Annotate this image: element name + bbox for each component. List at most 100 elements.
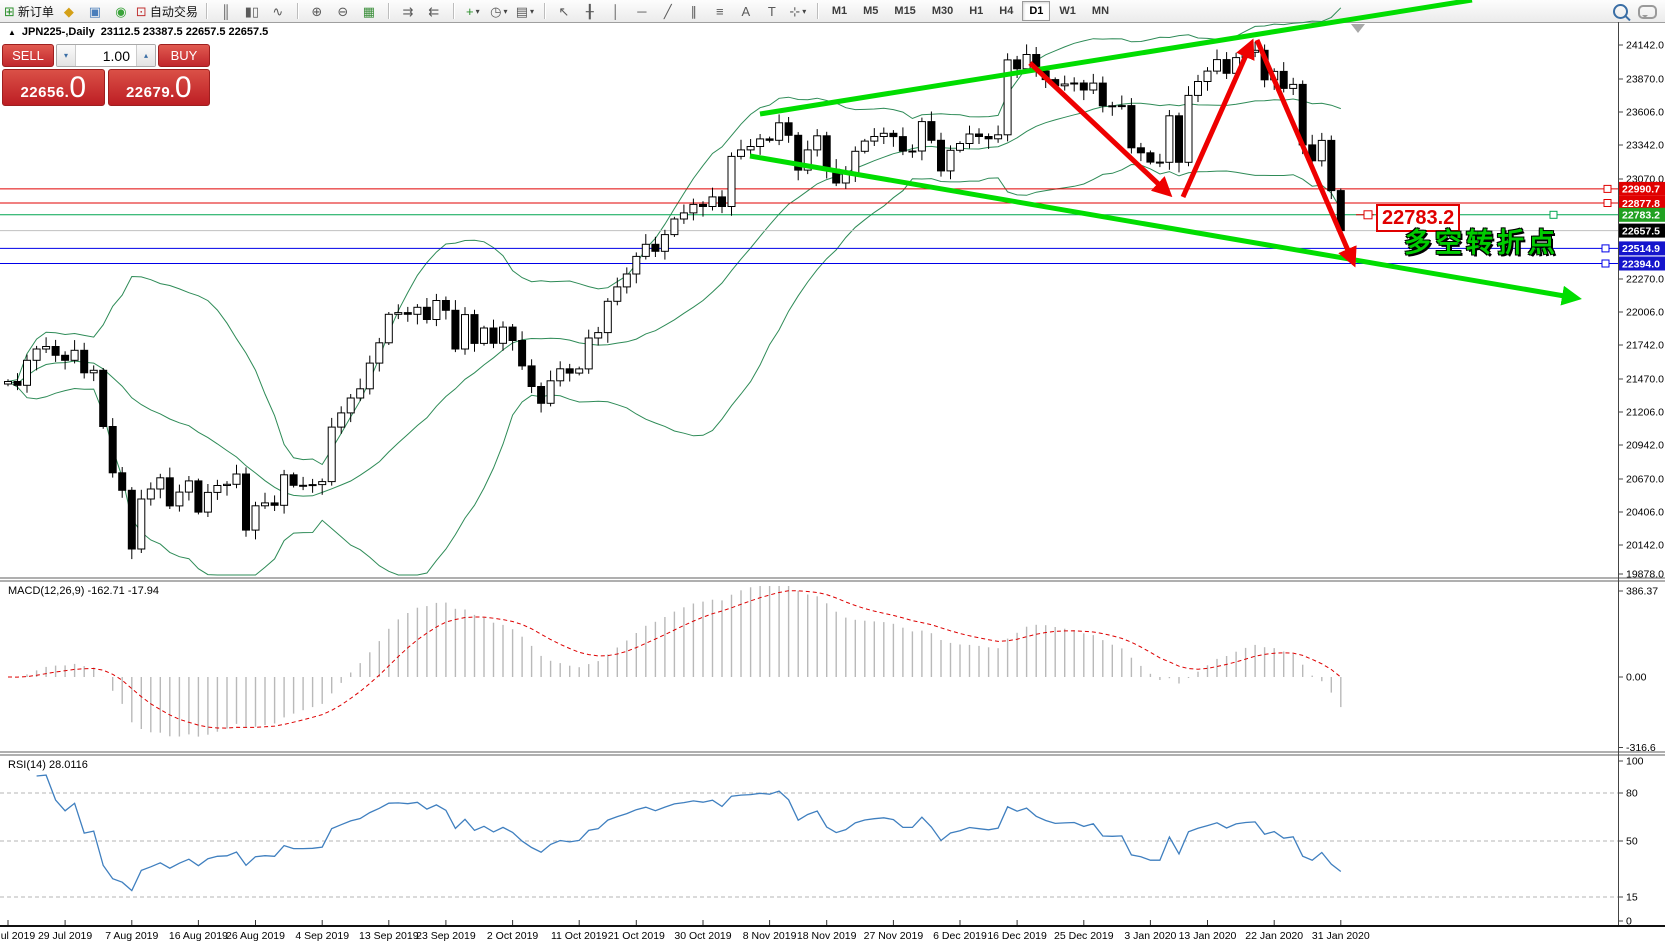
timeframe-button-m15[interactable]: M15 [894, 5, 916, 17]
line-chart-icon[interactable]: ∿ [265, 1, 291, 21]
one-click-trading-panel: SELL ▾ 1.00 ▴ BUY 22656. 0 22679. 0 [2, 44, 210, 106]
buy-button[interactable]: BUY [158, 44, 210, 67]
price-line-axis-text: 22877.8 [1622, 198, 1660, 210]
date-label: 7 Aug 2019 [105, 930, 158, 942]
candle-body-bull [632, 255, 641, 275]
timeframe-button-h4[interactable]: H4 [999, 5, 1014, 17]
volume-increase-button[interactable]: ▴ [136, 45, 155, 66]
timeframe-button-m5[interactable]: M5 [863, 5, 879, 17]
vertical-line-button-glyph: │ [611, 3, 620, 19]
zigzag-arrow-segment[interactable] [1254, 39, 1357, 268]
trendline-rising[interactable] [759, 0, 1473, 117]
crosshair-button-glyph: ╂ [585, 3, 594, 19]
price-line-axis-text: 22514.9 [1622, 243, 1660, 255]
timeframe-button-w1[interactable]: W1 [1059, 5, 1076, 17]
zigzag-arrow-segment[interactable] [1028, 61, 1173, 198]
date-label: 31 Jan 2020 [1312, 930, 1370, 942]
candle-body-bull [860, 140, 869, 152]
candle-body-bull [499, 326, 507, 344]
date-label: 21 Oct 2019 [608, 930, 665, 942]
periods-button[interactable]: ◷ ▾ [486, 1, 512, 21]
candle-body-bull [280, 474, 289, 506]
price-tag-label[interactable]: 22783.2 [1376, 204, 1461, 232]
hline-handle[interactable] [1601, 259, 1610, 268]
periods-button-dropdown-icon[interactable]: ▾ [503, 6, 508, 16]
signals-icon[interactable]: ◉ [108, 1, 134, 21]
horizontal-line-button[interactable]: ─ [629, 1, 655, 21]
chart-header: ▲ JPN225-,Daily 23112.5 23387.5 22657.5 … [8, 26, 268, 38]
candle-body-bear [794, 134, 803, 171]
date-label: 23 Sep 2019 [416, 930, 476, 942]
cursor-button-glyph: ↖ [558, 3, 570, 19]
candle-body-bear [822, 135, 831, 170]
arrows-button[interactable]: ⊹ ▾ [785, 1, 811, 21]
new-order-button[interactable]: ⊞ 新订单 [2, 1, 56, 21]
candlestick-chart-icon[interactable]: ▮▯ [239, 1, 265, 21]
toolbar-separator [387, 3, 389, 19]
candle-body-bear [699, 203, 707, 207]
equidistant-channel-button[interactable]: ∥ [681, 1, 707, 21]
vertical-line-button[interactable]: │ [603, 1, 629, 21]
timeframe-button-d1[interactable]: D1 [1022, 1, 1051, 21]
hline-handle[interactable] [1603, 184, 1612, 193]
price-tick-label: 21742.0 [1626, 340, 1664, 352]
crosshair-button[interactable]: ╂ [577, 1, 603, 21]
volume-input[interactable]: 1.00 [102, 48, 130, 64]
candle-body-bull [689, 203, 698, 214]
timeframe-button-m30[interactable]: M30 [931, 5, 954, 17]
price-tick-label: 23870.0 [1626, 74, 1664, 86]
text-button[interactable]: A [733, 1, 759, 21]
candle-body-bear [718, 196, 726, 207]
arrows-button-dropdown-icon[interactable]: ▾ [802, 6, 807, 16]
candle-body-bear [1098, 82, 1107, 107]
zigzag-arrow-segment[interactable] [1180, 38, 1255, 199]
candle-body-bull [213, 485, 222, 493]
trendline-button[interactable]: ╱ [655, 1, 681, 21]
community-icon[interactable]: ▣ [82, 1, 108, 21]
timeframe-button-mn[interactable]: MN [1091, 5, 1110, 17]
toolbar-separator [452, 3, 454, 19]
candle-body-bull [175, 491, 184, 507]
buy-price-tile[interactable]: 22679. 0 [107, 69, 210, 106]
tile-windows-icon[interactable]: ▦ [356, 1, 382, 21]
autotrading-button[interactable]: ⊡ 自动交易 [134, 1, 200, 21]
price-tag-handle[interactable] [1363, 210, 1373, 220]
templates-button-dropdown-icon[interactable]: ▾ [529, 6, 534, 16]
bar-chart-icon[interactable]: ║ [213, 1, 239, 21]
text-label-button[interactable]: T [759, 1, 785, 21]
timeframe-button-h1[interactable]: H1 [969, 5, 984, 17]
zoom-in-button-glyph: ⊕ [311, 3, 323, 19]
hline-handle[interactable] [1603, 199, 1612, 207]
hline-handle[interactable] [1549, 210, 1558, 219]
candle-body-bear [61, 354, 70, 361]
search-icon[interactable] [1613, 3, 1628, 19]
indicators-button-dropdown-icon[interactable]: ▾ [475, 6, 480, 16]
chart-shift-button[interactable]: ⇇ [421, 1, 447, 21]
templates-button[interactable]: ▤ ▾ [512, 1, 538, 21]
sell-button[interactable]: SELL [2, 44, 54, 67]
data-window-expander-icon[interactable]: ▲ [8, 27, 16, 37]
toolbar-group: ⇉ ⇇ [393, 0, 449, 22]
periods-button-glyph: ◷ [490, 3, 502, 19]
chat-icon[interactable] [1638, 5, 1657, 19]
timeframe-button-m1[interactable]: M1 [831, 5, 848, 17]
sell-price-tile[interactable]: 22656. 0 [2, 69, 105, 106]
volume-decrease-button[interactable]: ▾ [57, 45, 76, 66]
price-line-axis-label [1619, 181, 1665, 196]
zoom-in-button[interactable]: ⊕ [304, 1, 330, 21]
market-icon[interactable]: ◆ [56, 1, 82, 21]
turning-point-text: 多空转折点 [1404, 228, 1559, 258]
zoom-out-button[interactable]: ⊖ [330, 1, 356, 21]
indicators-button[interactable]: + ▾ [460, 1, 486, 21]
fibonacci-button[interactable]: ≡ [707, 1, 733, 21]
current-bar-marker-icon [1351, 24, 1365, 33]
trendline-falling-arrow[interactable] [749, 153, 1582, 306]
candle-body-bear [80, 349, 89, 374]
text-label-button-glyph: T [767, 3, 776, 19]
cursor-button[interactable]: ↖ [551, 1, 577, 21]
hline-handle[interactable] [1601, 244, 1610, 253]
auto-scroll-button[interactable]: ⇉ [395, 1, 421, 21]
sell-price-big-digit: 0 [69, 71, 87, 104]
date-label: 29 Jul 2019 [38, 930, 92, 942]
